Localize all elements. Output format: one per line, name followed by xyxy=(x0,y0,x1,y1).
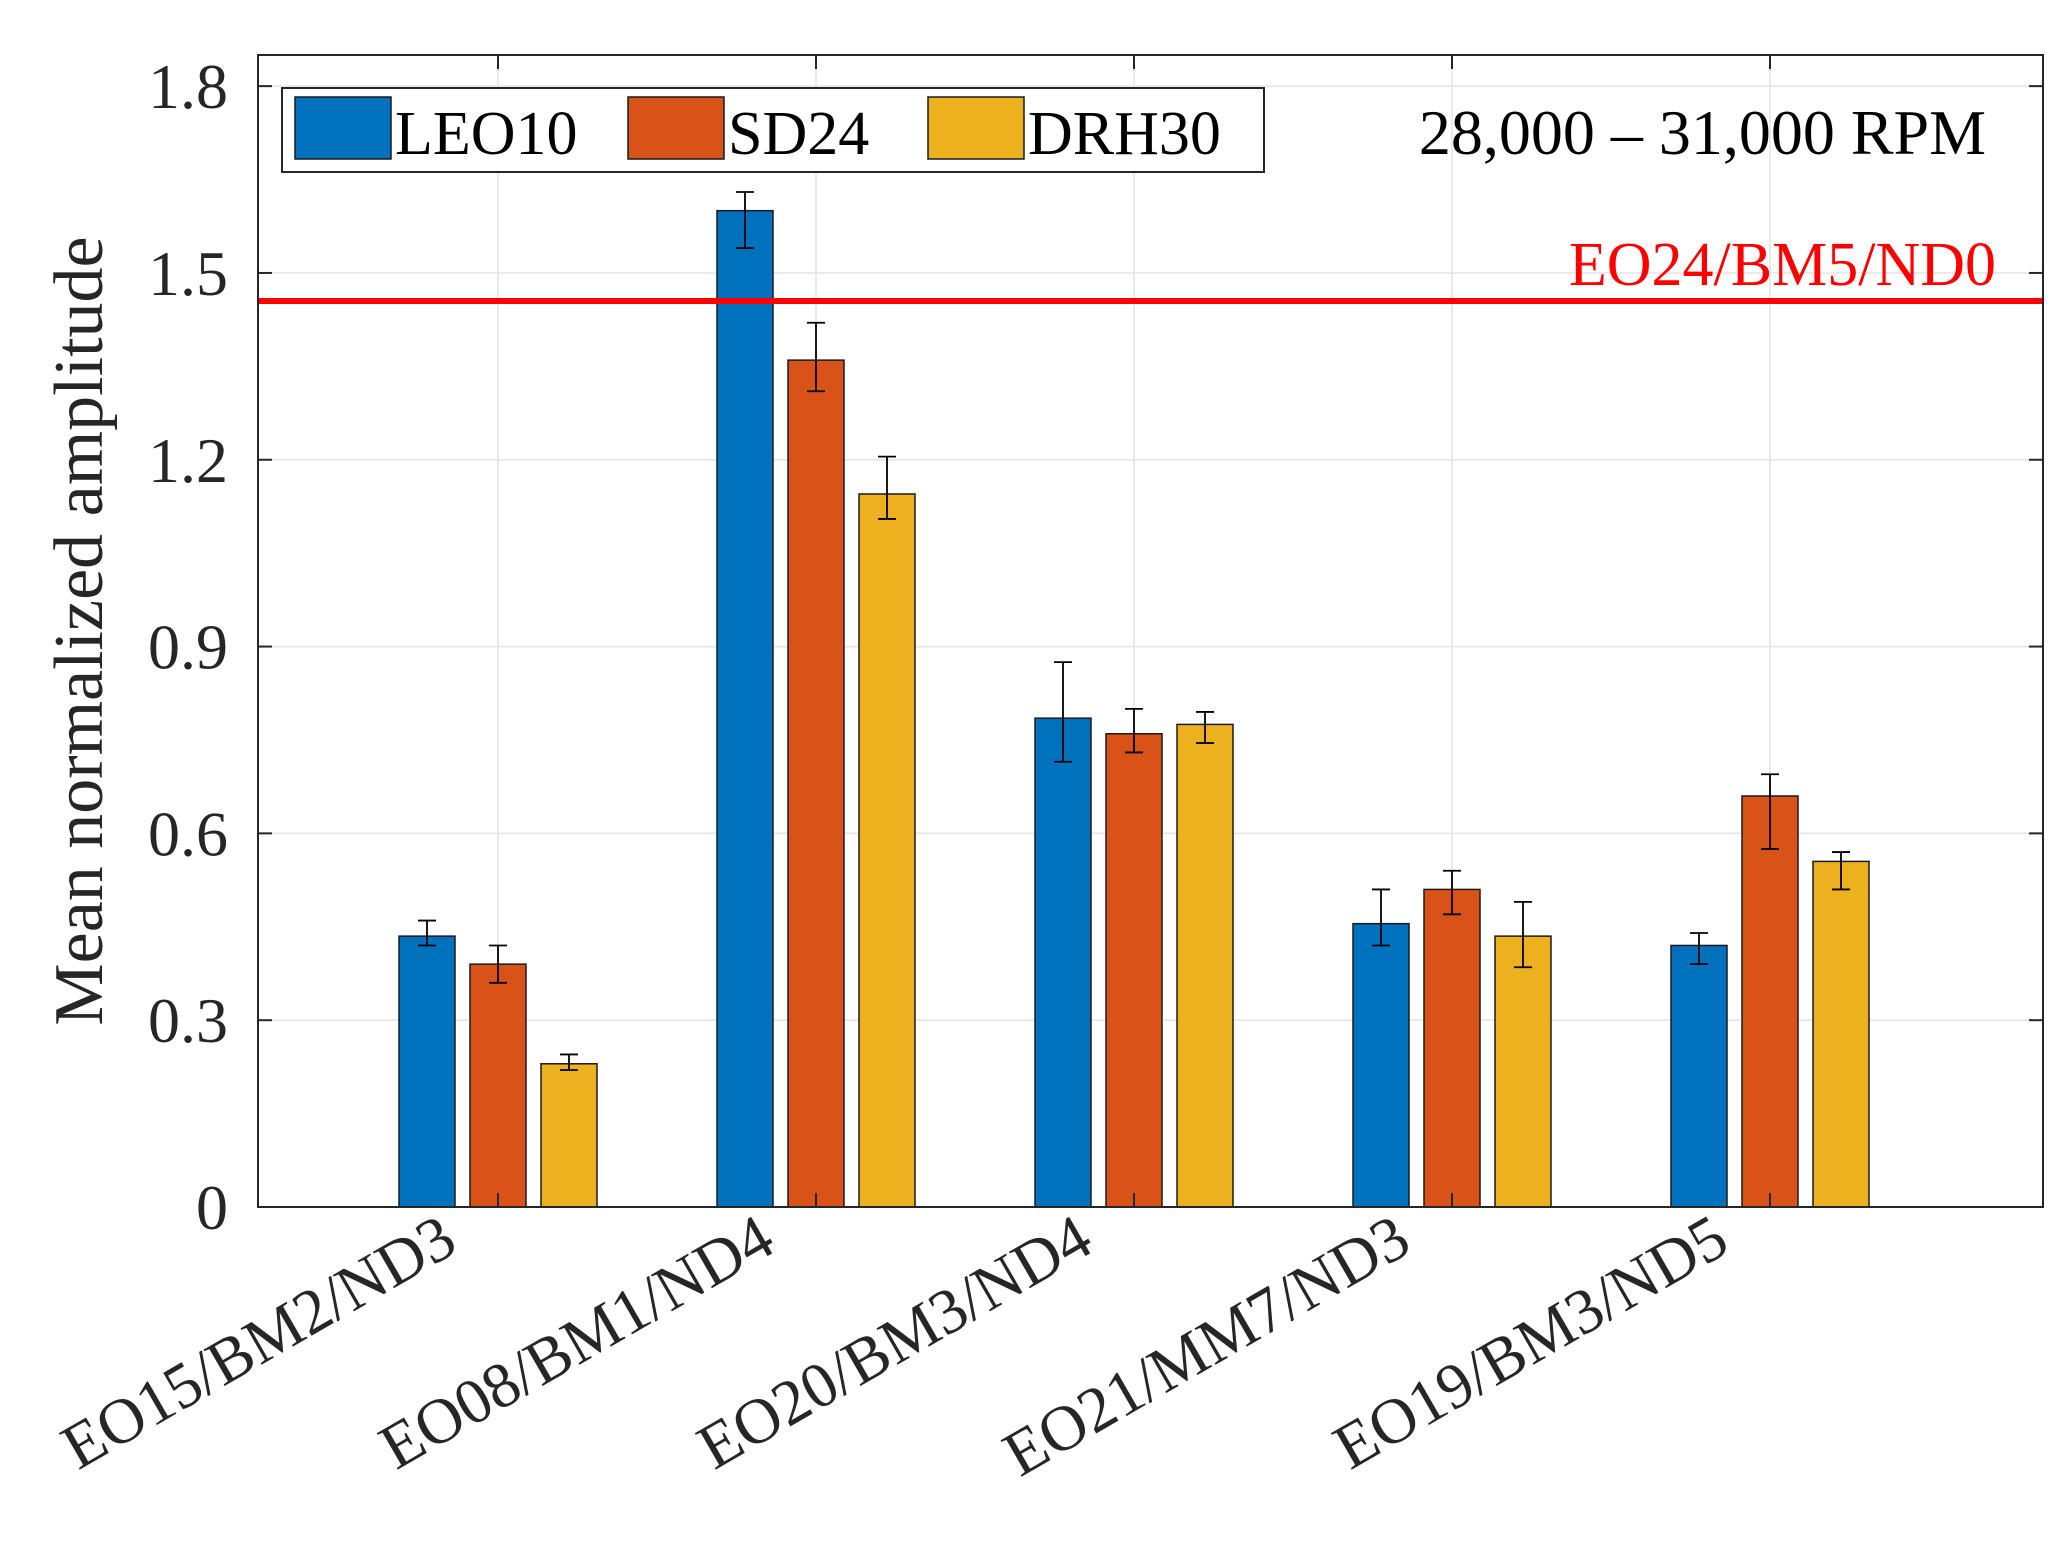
bar-sd24 xyxy=(1423,888,1481,1208)
reference-line-label: EO24/BM5/ND0 xyxy=(1569,231,1996,299)
bar-sd24 xyxy=(469,963,527,1208)
bar-drh30 xyxy=(1494,935,1552,1208)
plot-frame xyxy=(257,54,2044,1208)
y-tick-label: 0.9 xyxy=(148,612,228,683)
bar-drh30 xyxy=(858,493,916,1208)
bar-leo10 xyxy=(1034,717,1092,1208)
bar-sd24 xyxy=(1741,795,1799,1208)
axes xyxy=(257,54,2044,1208)
bar-sd24 xyxy=(1105,732,1163,1208)
bar-sd24 xyxy=(787,359,845,1208)
legend: LEO10 SD24 DRH30 xyxy=(281,87,1265,173)
y-tick-label: 0.3 xyxy=(148,985,228,1056)
legend-swatch-sd24 xyxy=(627,96,725,160)
y-axis-label: Mean normalized amplitude xyxy=(41,236,118,1025)
bar-marks xyxy=(398,209,1870,1208)
y-tick-label: 1.5 xyxy=(148,238,228,309)
bar-leo10 xyxy=(1670,944,1728,1208)
reference-line-group: EO24/BM5/ND0 xyxy=(258,231,2043,304)
legend-label-drh30: DRH30 xyxy=(1028,100,1221,168)
legend-swatch-leo10 xyxy=(294,96,392,160)
rpm-annotation: 28,000 – 31,000 RPM xyxy=(1419,97,1986,168)
y-tick-label: 0.6 xyxy=(148,798,228,869)
bar-leo10 xyxy=(398,935,456,1208)
bar-leo10 xyxy=(1352,922,1410,1208)
bar-leo10 xyxy=(716,209,774,1208)
y-tick-label: 1.8 xyxy=(148,51,228,122)
y-tick-label: 1.2 xyxy=(148,425,228,496)
error-bars xyxy=(418,191,1850,1071)
legend-label-sd24: SD24 xyxy=(728,100,869,168)
legend-swatch-drh30 xyxy=(927,96,1025,160)
bar-drh30 xyxy=(1812,860,1870,1208)
legend-label-leo10: LEO10 xyxy=(395,100,578,168)
y-tick-label: 0 xyxy=(196,1172,228,1243)
bar-drh30 xyxy=(1176,723,1234,1208)
bar-drh30 xyxy=(540,1063,598,1208)
legend-box xyxy=(281,87,1265,173)
